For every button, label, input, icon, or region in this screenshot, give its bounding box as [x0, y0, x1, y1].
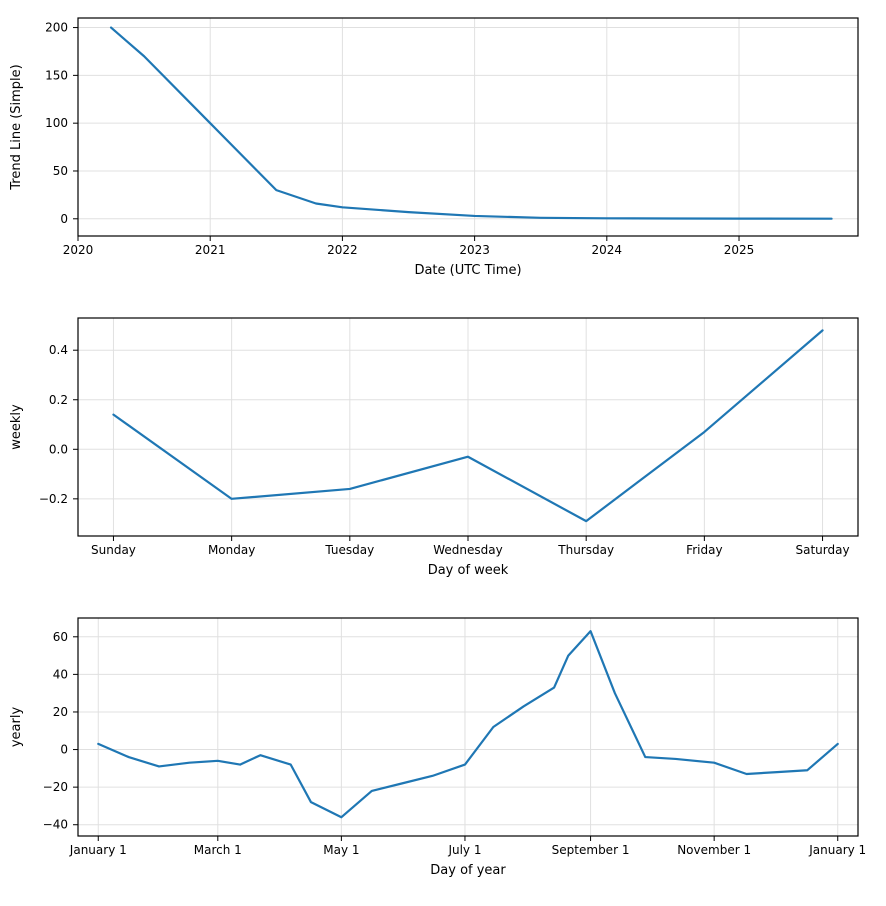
trend-ytick-label: 100: [45, 116, 68, 130]
weekly-ytick-label: 0.2: [49, 393, 68, 407]
trend-ytick-label: 150: [45, 68, 68, 82]
yearly-ytick-label: −20: [43, 780, 68, 794]
yearly-xtick-label: September 1: [552, 843, 630, 857]
yearly-xtick-label: May 1: [323, 843, 359, 857]
yearly-xtick-label: November 1: [677, 843, 751, 857]
yearly-frame: [78, 618, 858, 836]
trend-ytick-label: 200: [45, 21, 68, 35]
trend-ytick-label: 50: [53, 164, 68, 178]
weekly-grid: [78, 318, 858, 536]
trend-frame: [78, 18, 858, 236]
weekly-ytick-label: 0.0: [49, 442, 68, 456]
yearly-ylabel: yearly: [9, 707, 24, 748]
yearly-ytick-label: 20: [53, 705, 68, 719]
weekly-ytick-label: 0.4: [49, 343, 68, 357]
yearly-xtick-label: July 1: [447, 843, 481, 857]
yearly-grid: [78, 618, 858, 836]
weekly-panel: SundayMondayTuesdayWednesdayThursdayFrid…: [78, 318, 858, 536]
trend-panel: 202020212022202320242025050100150200Date…: [78, 18, 858, 236]
weekly-ylabel: weekly: [9, 404, 24, 450]
trend-ytick-label: 0: [60, 212, 68, 226]
yearly-ytick-label: 60: [53, 630, 68, 644]
weekly-ytick-label: −0.2: [39, 492, 68, 506]
yearly-ytick-label: −40: [43, 818, 68, 832]
yearly-xtick-label: January 1: [69, 843, 127, 857]
trend-grid: [78, 18, 858, 236]
yearly-xtick-label: January 1: [808, 843, 866, 857]
yearly-panel: January 1March 1May 1July 1September 1No…: [78, 618, 858, 836]
figure: 202020212022202320242025050100150200Date…: [0, 0, 886, 890]
yearly-xlabel: Day of year: [430, 863, 506, 878]
yearly-xtick-label: March 1: [194, 843, 242, 857]
yearly-ytick-label: 40: [53, 667, 68, 681]
trend-ylabel: Trend Line (Simple): [9, 64, 24, 190]
yearly-ytick-label: 0: [60, 743, 68, 757]
yearly-line: [98, 631, 837, 817]
